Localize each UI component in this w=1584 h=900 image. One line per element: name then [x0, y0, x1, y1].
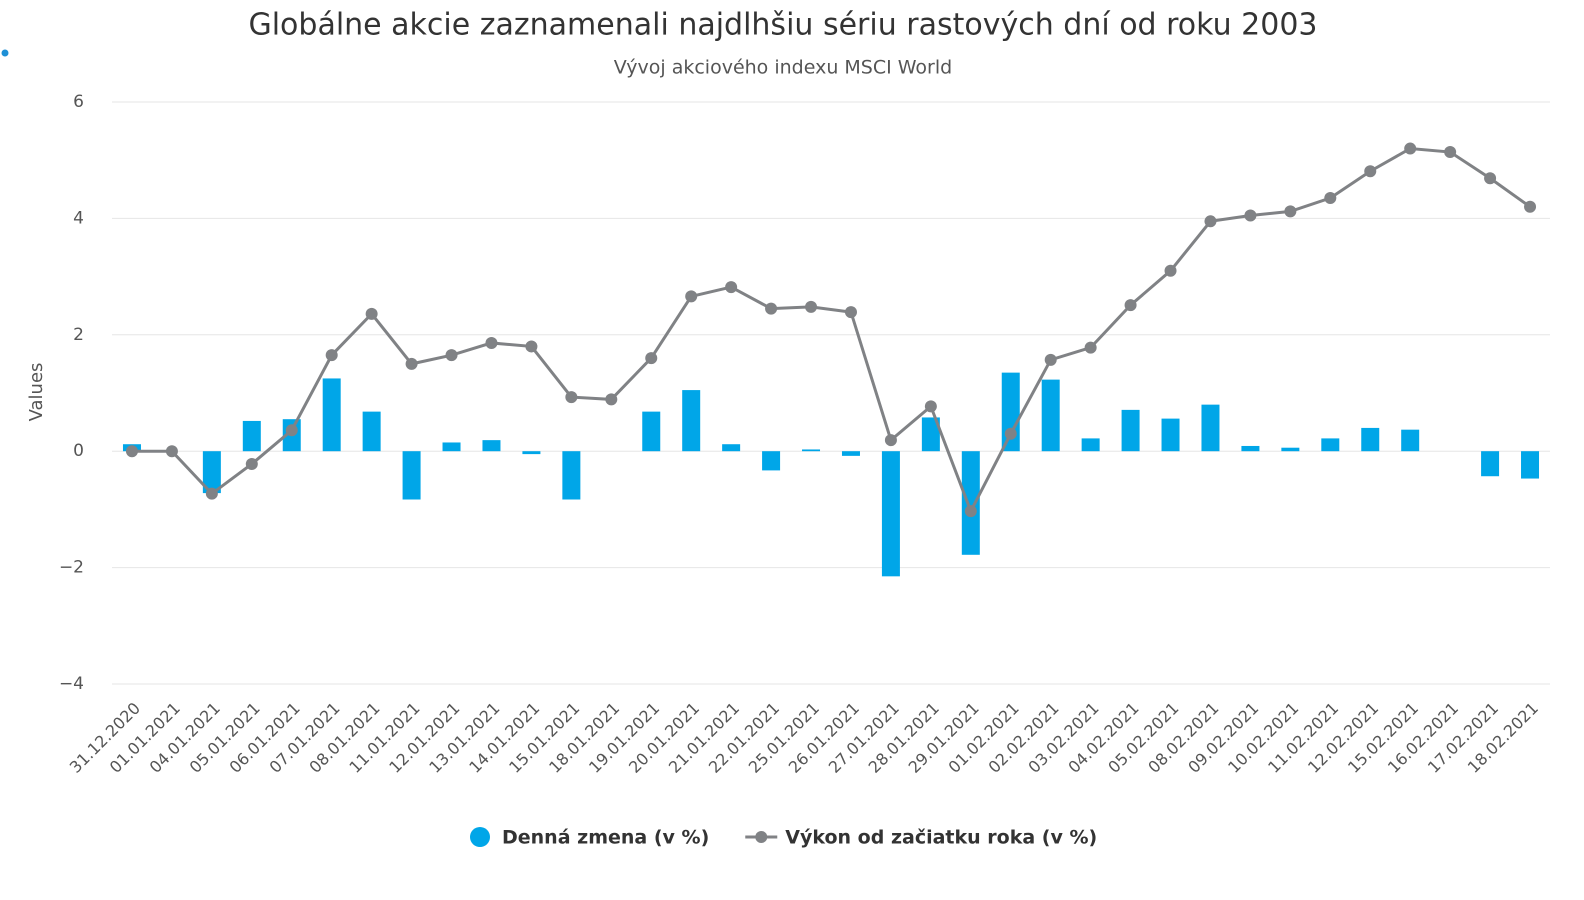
line-point — [245, 458, 258, 471]
bar — [1281, 447, 1300, 452]
line-point — [1524, 200, 1537, 213]
y-tick-label: −2 — [59, 558, 84, 578]
bar — [1041, 379, 1060, 452]
bar — [1121, 409, 1140, 452]
line-point — [525, 340, 538, 353]
line-point — [285, 424, 298, 437]
line-point — [725, 281, 738, 294]
line-point — [445, 349, 458, 362]
y-tick-label: 0 — [73, 441, 84, 461]
legend-label: Denná zmena (v %) — [502, 827, 709, 849]
bar — [881, 451, 900, 577]
line-point — [1364, 165, 1377, 178]
line-point — [1164, 264, 1177, 277]
line-point — [685, 290, 698, 303]
line-point — [205, 487, 218, 500]
y-tick-label: −4 — [59, 674, 84, 694]
line-point — [605, 393, 618, 406]
line-point — [844, 306, 857, 319]
y-axis-label: Values — [26, 363, 47, 422]
line-point — [964, 505, 977, 518]
chart-subtitle: Vývoj akciového indexu MSCI World — [614, 57, 952, 79]
line-point — [1484, 172, 1497, 185]
line-point — [485, 336, 498, 349]
bar — [1401, 429, 1420, 452]
legend-symbol — [470, 827, 490, 847]
bar — [522, 451, 541, 455]
line-point — [1004, 427, 1017, 440]
bar — [482, 440, 501, 452]
bar — [1521, 451, 1540, 479]
bar — [921, 417, 940, 452]
bar — [362, 411, 381, 452]
line-point — [805, 300, 818, 313]
line-point — [924, 400, 937, 413]
line-point — [1324, 192, 1337, 205]
bar — [322, 378, 341, 452]
bar — [802, 449, 821, 452]
line-point — [1284, 205, 1297, 218]
bar — [1481, 451, 1500, 477]
line-point — [1044, 353, 1057, 366]
line-point — [165, 445, 178, 458]
line-point — [1204, 215, 1217, 228]
bar — [682, 390, 701, 452]
bar — [442, 442, 461, 452]
bar — [562, 451, 581, 500]
y-tick-label: 4 — [73, 208, 84, 228]
bar — [202, 451, 221, 494]
line-point — [365, 307, 378, 320]
bar — [1081, 438, 1100, 452]
bar — [242, 420, 261, 452]
line-point — [125, 445, 138, 458]
bar — [1361, 427, 1380, 452]
line-point — [1444, 146, 1457, 159]
line-point — [1124, 299, 1137, 312]
y-tick-label: 6 — [73, 92, 84, 112]
line-point — [405, 357, 418, 370]
line-point — [1244, 209, 1257, 222]
line — [131, 147, 1531, 515]
line-point — [645, 352, 658, 365]
line-point — [1084, 341, 1097, 354]
bar — [402, 451, 421, 500]
bar — [841, 451, 860, 456]
y-tick-label: 2 — [73, 325, 84, 345]
legend-label: Výkon od začiatku roka (v %) — [785, 827, 1097, 849]
bar — [642, 411, 661, 452]
line-point — [765, 302, 778, 315]
line-point — [325, 349, 338, 362]
line-point — [1404, 142, 1417, 155]
bar — [722, 444, 741, 452]
bar — [1241, 445, 1260, 452]
line-point — [565, 391, 578, 404]
bar — [1321, 438, 1340, 452]
bar — [1201, 404, 1220, 452]
bar — [762, 451, 781, 471]
bar — [961, 451, 980, 555]
legend-symbol — [755, 831, 768, 843]
bar — [1161, 418, 1180, 452]
decor-dot — [1, 49, 9, 57]
line-point — [884, 434, 897, 447]
chart-title: Globálne akcie zaznamenali najdlhšiu sér… — [248, 8, 1317, 43]
